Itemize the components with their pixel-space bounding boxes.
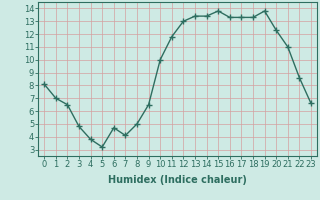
- X-axis label: Humidex (Indice chaleur): Humidex (Indice chaleur): [108, 175, 247, 185]
